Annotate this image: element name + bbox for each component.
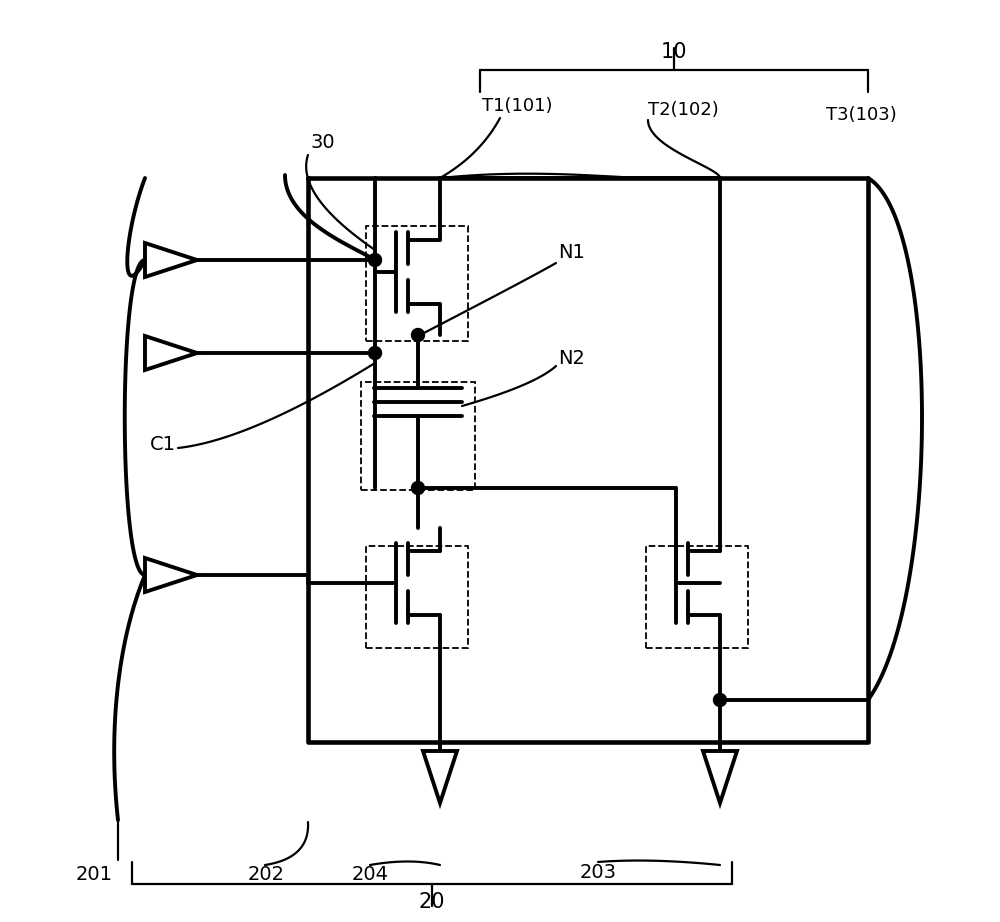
Text: N2: N2 xyxy=(558,349,585,368)
Text: 30: 30 xyxy=(310,134,335,152)
Bar xyxy=(646,546,748,648)
Text: C1: C1 xyxy=(150,435,176,455)
Text: T1(101): T1(101) xyxy=(482,97,552,115)
Circle shape xyxy=(368,347,382,360)
Circle shape xyxy=(412,328,424,341)
Text: 20: 20 xyxy=(419,892,445,912)
Bar xyxy=(366,546,468,648)
Circle shape xyxy=(368,254,382,266)
Text: 202: 202 xyxy=(248,866,285,884)
Bar xyxy=(366,226,468,341)
Text: T2(102): T2(102) xyxy=(648,101,719,119)
Circle shape xyxy=(412,481,424,494)
Text: 203: 203 xyxy=(580,862,617,881)
Text: T3(103): T3(103) xyxy=(826,106,897,124)
Text: 201: 201 xyxy=(76,865,113,883)
Text: N1: N1 xyxy=(558,243,585,263)
Text: 10: 10 xyxy=(661,42,687,62)
Bar xyxy=(361,382,475,490)
Text: 204: 204 xyxy=(352,866,389,884)
Circle shape xyxy=(714,693,726,706)
